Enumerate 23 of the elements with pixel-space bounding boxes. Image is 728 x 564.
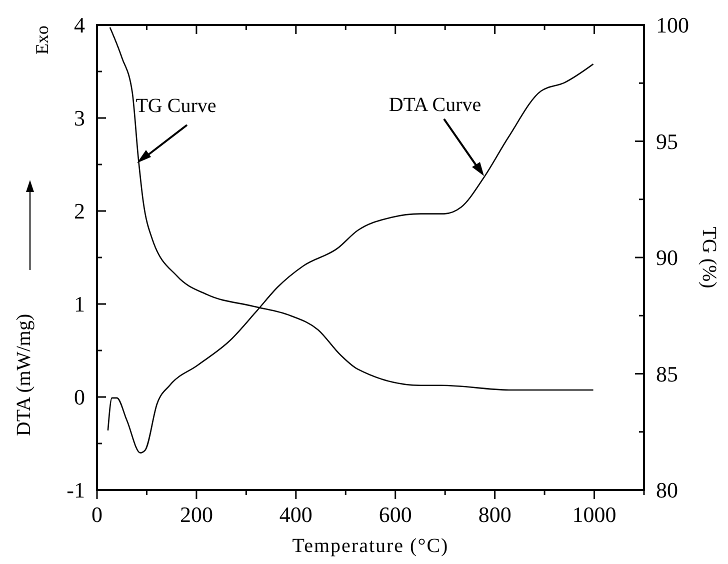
y-tick-label: -1 bbox=[66, 478, 85, 503]
annotation: DTA Curve bbox=[388, 94, 482, 116]
y2-tick-label: 90 bbox=[656, 245, 678, 270]
y-tick-label: 0 bbox=[74, 384, 85, 410]
y2-tick-label: 100 bbox=[656, 12, 689, 38]
y-tick-label: 3 bbox=[74, 106, 85, 131]
y2-tick-label: 80 bbox=[656, 478, 678, 503]
x-axis-title: Temperature (°C) bbox=[292, 535, 449, 557]
y2-axis-title: TG (%) bbox=[698, 226, 720, 288]
x-tick-label: 200 bbox=[180, 502, 213, 527]
y-axis-title: DTA (mW/mg) bbox=[13, 314, 35, 436]
y2-tick-label: 85 bbox=[656, 361, 678, 386]
x-tick-label: 800 bbox=[478, 502, 512, 527]
text: Exo bbox=[32, 26, 52, 54]
y-tick-label: 4 bbox=[74, 12, 85, 38]
y-tick-label: 1 bbox=[74, 292, 85, 317]
x-tick-label: 0 bbox=[92, 502, 102, 527]
annotation: TG Curve bbox=[136, 95, 216, 117]
x-tick-label: 600 bbox=[378, 502, 412, 527]
x-tick-label: 400 bbox=[279, 502, 312, 527]
y-tick-label: 2 bbox=[74, 198, 85, 224]
x-tick-label: 1000 bbox=[572, 502, 616, 527]
y2-tick-label: 95 bbox=[656, 128, 678, 154]
